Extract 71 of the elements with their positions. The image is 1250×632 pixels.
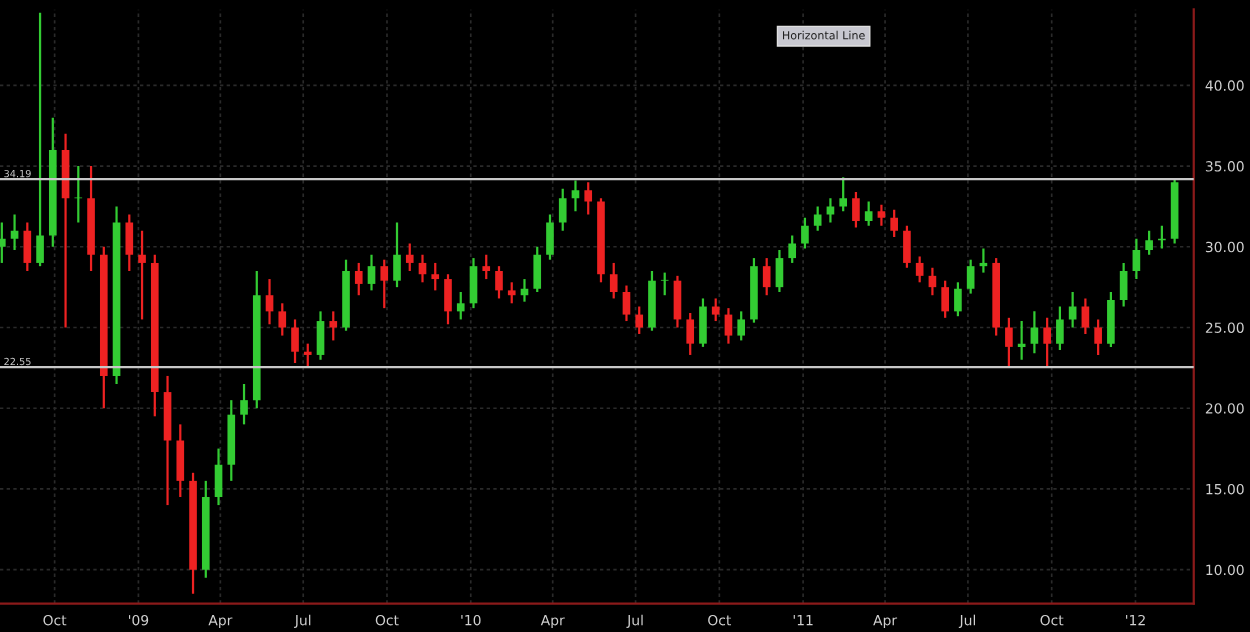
candlestick: [138, 229, 146, 321]
candlestick: [367, 253, 376, 292]
candlestick: [966, 258, 975, 295]
candlestick: [558, 187, 567, 232]
candlestick: [0, 221, 6, 265]
candlestick: [240, 382, 248, 426]
candlestick: [354, 261, 363, 297]
candlestick: [839, 176, 848, 213]
candlestick: [1132, 237, 1141, 281]
candlestick: [405, 242, 414, 273]
candlestick: [686, 311, 695, 357]
candlestick: [546, 213, 554, 261]
candlestick: [265, 277, 274, 326]
candlestick: [699, 297, 707, 348]
candlestick: [635, 305, 644, 336]
candlestick: [737, 310, 746, 342]
candlestick: [393, 221, 401, 289]
candlestick: [660, 271, 669, 297]
candlestick: [762, 256, 771, 297]
candlestick: [36, 11, 44, 268]
candlestick: [890, 208, 898, 239]
candlestick: [176, 423, 185, 499]
candlestick: [877, 203, 886, 227]
candlestick: [788, 234, 797, 265]
candlestick: [775, 248, 784, 294]
candlestick: [1056, 305, 1064, 352]
candlestick: [507, 281, 516, 305]
candlestick: [125, 213, 134, 273]
candlestick: [291, 318, 299, 365]
candlestick: [431, 261, 440, 292]
candlestick: [903, 224, 911, 269]
candlestick: [813, 205, 822, 232]
candlestick: [10, 213, 19, 252]
candlestick: [954, 281, 962, 318]
candlestick: [444, 273, 452, 326]
candlestick: [584, 181, 593, 216]
candlestick: [303, 342, 312, 368]
candlestick: [928, 266, 937, 297]
candlestick: [418, 253, 427, 284]
candlestick: [380, 258, 389, 310]
candlestick: [724, 307, 733, 345]
candlestick: [482, 253, 491, 281]
candlestick: [864, 200, 873, 227]
candlestick: [648, 269, 656, 332]
candlestick: [495, 265, 503, 300]
candlestick: [826, 197, 835, 224]
candlestick: [456, 290, 465, 321]
candlestick: [316, 310, 325, 361]
candlestick: [278, 302, 287, 337]
candlestick: [941, 279, 949, 319]
candlestick: [571, 179, 580, 213]
candlestick: [801, 216, 809, 250]
candlestick: [533, 245, 542, 294]
candlestick: [1043, 316, 1051, 368]
candlestick: [852, 190, 860, 229]
candlestick: [1094, 318, 1102, 357]
candlestick: [711, 297, 720, 323]
candlestick: [1081, 297, 1090, 336]
candlestick: [609, 261, 618, 300]
candlestick: [1030, 310, 1039, 355]
candlestick: [1145, 229, 1153, 256]
candlestick: [1005, 316, 1013, 368]
candlestick: [673, 274, 682, 329]
candlestick: [1119, 261, 1128, 308]
candlestick: [1107, 290, 1115, 348]
candlestick: [469, 256, 478, 310]
candlestick: [915, 255, 924, 284]
candlestick: [214, 447, 223, 507]
candlestick: [329, 310, 338, 342]
candlestick: [622, 284, 631, 323]
candlestick: [23, 221, 32, 273]
